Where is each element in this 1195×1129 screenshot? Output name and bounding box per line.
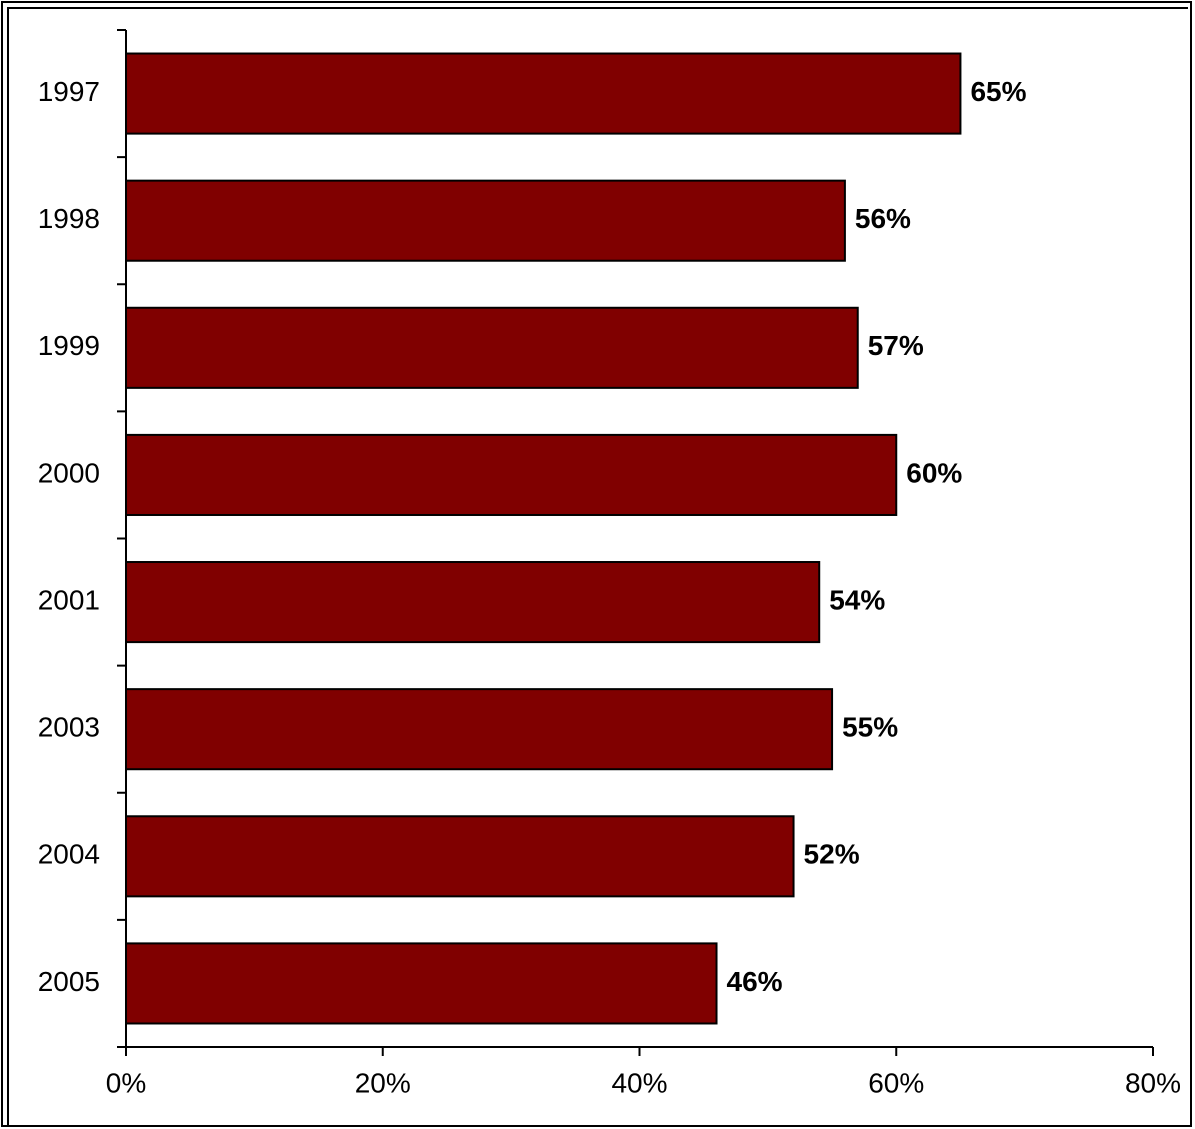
x-tick-label: 80% (1125, 1067, 1181, 1098)
data-label-2003: 55% (842, 712, 898, 743)
category-label-2004: 2004 (38, 839, 100, 870)
bar-2000 (125, 433, 898, 516)
data-label-2005: 46% (727, 966, 783, 997)
category-label-2000: 2000 (38, 457, 100, 488)
x-tick-label: 40% (611, 1067, 667, 1098)
bar-1999 (125, 306, 859, 389)
category-label-2005: 2005 (38, 966, 100, 997)
data-label-1997: 65% (970, 76, 1026, 107)
category-label-2003: 2003 (38, 712, 100, 743)
category-label-1997: 1997 (38, 76, 100, 107)
category-label-2001: 2001 (38, 584, 100, 615)
data-label-2000: 60% (906, 457, 962, 488)
data-label-2001: 54% (829, 584, 885, 615)
bar-2003 (125, 688, 834, 771)
data-label-2004: 52% (804, 839, 860, 870)
labels-layer: 65% 1997 56% 1998 57% 1999 60% 2000 54% 2001 55% 20… (38, 76, 1181, 1098)
data-label-1998: 56% (855, 203, 911, 234)
bar-1998 (125, 179, 846, 262)
bars-layer (125, 52, 962, 1025)
bar-2004 (125, 815, 795, 898)
axis-layer (117, 29, 1154, 1056)
bar-2001 (125, 561, 821, 644)
bar-1997 (125, 52, 962, 135)
x-tick-label: 20% (355, 1067, 411, 1098)
data-label-1999: 57% (868, 330, 924, 361)
chart-frame-inner (7, 7, 1188, 1127)
category-label-1999: 1999 (38, 330, 100, 361)
x-tick-label: 60% (868, 1067, 924, 1098)
x-tick-label: 0% (106, 1067, 146, 1098)
category-label-1998: 1998 (38, 203, 100, 234)
bar-2005 (125, 942, 718, 1025)
